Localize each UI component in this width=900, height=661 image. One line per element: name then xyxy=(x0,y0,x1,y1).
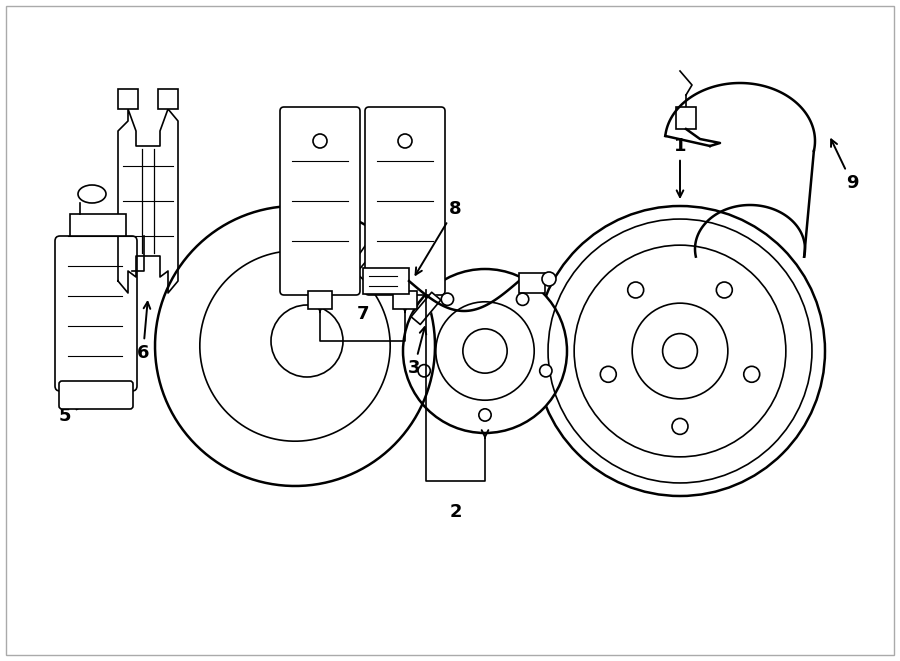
Circle shape xyxy=(540,365,552,377)
Text: 8: 8 xyxy=(416,200,462,275)
Circle shape xyxy=(441,293,454,305)
Text: 5: 5 xyxy=(58,391,108,425)
Circle shape xyxy=(403,269,567,433)
Text: 2: 2 xyxy=(449,503,462,521)
Polygon shape xyxy=(118,109,178,293)
Circle shape xyxy=(313,134,327,148)
Ellipse shape xyxy=(78,185,106,203)
Circle shape xyxy=(479,408,491,421)
Bar xyxy=(393,291,417,309)
FancyBboxPatch shape xyxy=(55,236,137,391)
Circle shape xyxy=(418,365,430,377)
Polygon shape xyxy=(411,292,441,325)
Text: 9: 9 xyxy=(831,139,859,192)
Bar xyxy=(363,268,409,294)
Bar xyxy=(308,291,332,309)
Circle shape xyxy=(600,366,617,382)
Bar xyxy=(519,273,545,293)
Text: 3: 3 xyxy=(408,327,427,377)
FancyBboxPatch shape xyxy=(280,107,360,295)
Circle shape xyxy=(716,282,733,298)
Circle shape xyxy=(542,272,556,286)
FancyBboxPatch shape xyxy=(365,107,445,295)
Circle shape xyxy=(743,366,760,382)
Text: 1: 1 xyxy=(674,137,686,197)
Text: 4: 4 xyxy=(300,135,321,195)
Circle shape xyxy=(627,282,644,298)
Text: 7: 7 xyxy=(356,305,369,323)
Text: 6: 6 xyxy=(137,302,150,362)
Bar xyxy=(70,214,126,236)
Circle shape xyxy=(517,293,528,305)
Circle shape xyxy=(672,418,688,434)
Circle shape xyxy=(398,134,412,148)
Bar xyxy=(676,107,696,129)
Bar xyxy=(118,89,138,109)
FancyBboxPatch shape xyxy=(59,381,133,409)
Bar xyxy=(158,89,178,109)
Circle shape xyxy=(535,206,825,496)
